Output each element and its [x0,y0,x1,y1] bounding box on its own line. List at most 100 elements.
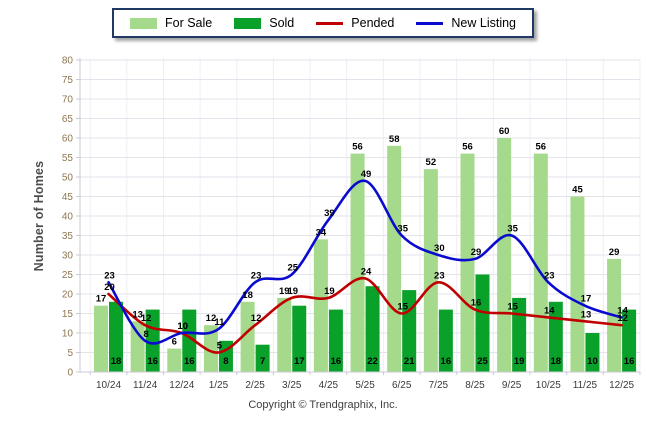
for-sale-value-label: 13 [132,309,143,320]
legend-item-for-sale: For Sale [129,16,213,30]
new-listing-value-label: 25 [287,263,298,274]
sold-bar [585,333,600,372]
new-listing-value-label: 39 [324,208,335,219]
sold-value-label: 18 [551,356,562,367]
pended-value-label: 19 [287,286,298,297]
new-listing-value-label: 49 [361,169,372,180]
sold-value-label: 7 [260,356,265,367]
x-tick-label: 11/24 [133,380,158,391]
pended-value-label: 5 [217,341,223,352]
sold-bar [109,301,123,372]
x-tick-label: 1/25 [209,380,229,391]
x-tick-label: 11/25 [573,380,598,391]
sold-value-label: 10 [587,356,598,367]
for-sale-bar [497,138,512,372]
y-tick-label: 40 [62,212,74,223]
new-listing-value-label: 11 [214,317,225,328]
for-sale-bar [313,239,328,372]
x-tick-label: 12/24 [169,380,194,391]
pended-value-label: 15 [397,302,408,313]
new-listing-value-label: 35 [397,224,408,235]
for-sale-value-label: 29 [609,247,620,258]
new-listing-value-label: 17 [581,294,592,305]
sold-value-label: 16 [441,356,452,367]
pended-value-label: 12 [141,313,152,324]
chart-legend: For Sale Sold Pended New Listing [111,8,535,38]
for-sale-bar [387,145,402,372]
sold-value-label: 16 [331,356,342,367]
legend-item-pended: Pended [316,16,394,30]
new-listing-swatch-icon [416,21,444,25]
y-tick-label: 65 [62,114,74,125]
sold-bar [475,274,490,372]
for-sale-value-label: 60 [499,126,510,137]
new-listing-value-label: 14 [617,305,628,316]
y-tick-label: 55 [62,153,74,164]
x-tick-label: 10/24 [96,380,121,391]
sold-value-label: 8 [223,356,228,367]
for-sale-value-label: 58 [389,134,400,145]
x-tick-label: 10/25 [536,380,561,391]
for-sale-bar [460,153,475,372]
x-tick-label: 9/25 [502,380,522,391]
y-tick-label: 50 [62,173,74,184]
for-sale-bar [130,321,145,372]
sold-bar [512,297,527,372]
sold-swatch-icon [234,17,262,29]
for-sale-bar [167,348,182,372]
pended-value-label: 23 [434,270,445,281]
sold-value-label: 25 [477,356,488,367]
sold-value-label: 16 [184,356,195,367]
new-listing-value-label: 23 [544,270,555,281]
for-sale-bar [277,297,292,372]
pended-value-label: 15 [507,302,518,313]
for-sale-value-label: 56 [462,142,473,153]
x-tick-label: 2/25 [245,380,265,391]
sold-value-label: 21 [404,356,415,367]
for-sale-bar [533,153,548,372]
pended-swatch-icon [316,21,344,25]
pended-value-label: 13 [581,309,592,320]
sold-bar [145,309,160,372]
sold-bar [292,305,307,372]
for-sale-value-label: 19 [279,286,290,297]
new-listing-value-label: 8 [144,329,149,340]
sold-bar [365,286,380,372]
new-listing-value-label: 10 [178,321,189,332]
sold-bar [438,309,453,372]
y-tick-label: 30 [62,251,74,262]
x-tick-label: 7/25 [429,380,449,391]
legend-item-new-listing: New Listing [416,16,516,30]
sold-bar [622,309,637,372]
for-sale-bar [423,169,438,372]
y-tick-label: 5 [67,348,73,359]
x-tick-label: 12/25 [609,380,634,391]
sold-value-label: 16 [624,356,635,367]
y-tick-label: 45 [62,192,74,203]
pended-value-label: 14 [544,305,555,316]
x-tick-label: 3/25 [282,380,302,391]
for-sale-bar [350,153,365,372]
pended-value-label: 12 [251,313,262,324]
sold-value-label: 22 [367,356,378,367]
for-sale-value-label: 18 [242,290,253,301]
for-sale-value-label: 6 [172,337,177,348]
legend-label-sold: Sold [269,16,295,30]
pended-value-label: 12 [617,313,628,324]
pended-value-label: 24 [361,266,372,277]
x-tick-label: 8/25 [465,380,485,391]
legend-item-sold: Sold [234,16,294,30]
legend-label-for-sale: For Sale [164,16,213,30]
for-sale-swatch-icon [129,17,157,29]
for-sale-value-label: 34 [316,227,327,238]
new-listing-value-label: 30 [434,243,445,254]
for-sale-bar [94,305,108,372]
y-tick-label: 60 [62,134,74,145]
for-sale-bar [240,301,255,372]
for-sale-value-label: 17 [96,294,107,305]
sold-value-label: 17 [294,356,305,367]
sold-value-label: 18 [111,356,122,367]
for-sale-bar [203,325,218,372]
